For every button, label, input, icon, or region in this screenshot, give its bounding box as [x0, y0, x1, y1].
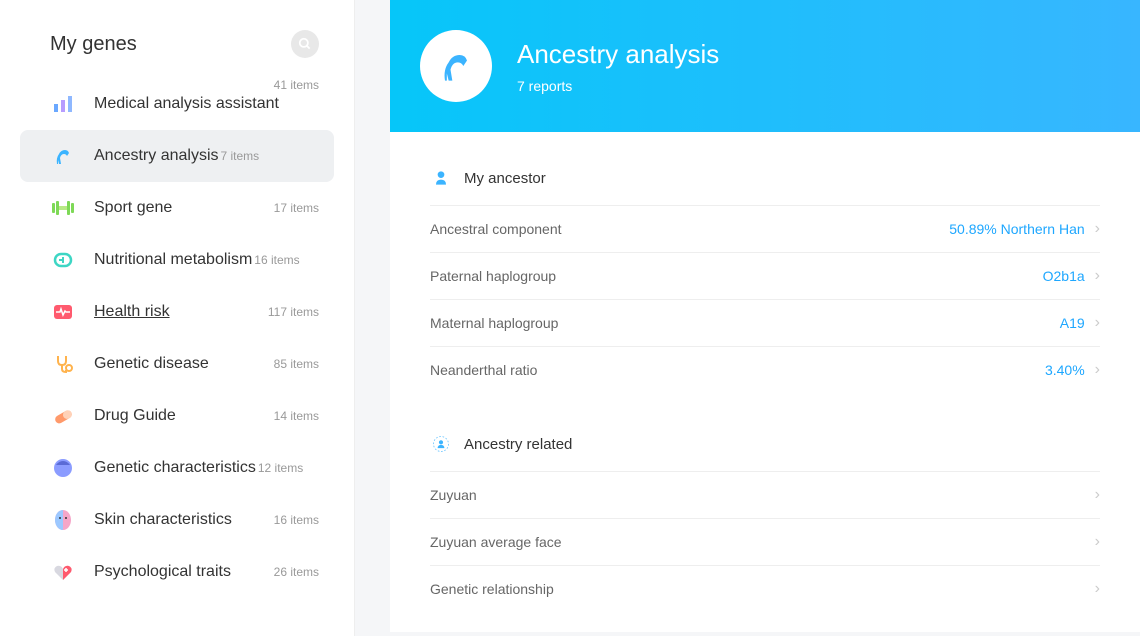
row-label: Neanderthal ratio — [430, 362, 537, 378]
chevron-right-icon: › — [1095, 361, 1100, 379]
row-value: O2b1a — [1043, 268, 1085, 284]
nav-count: 85 items — [274, 357, 319, 371]
chevron-right-icon: › — [1095, 486, 1100, 504]
content-panel: My ancestor Ancestral component 50.89% N… — [390, 132, 1140, 632]
nav-count: 12 items — [258, 461, 303, 475]
nav-label: Genetic characteristics — [94, 459, 256, 477]
row-ancestral-component[interactable]: Ancestral component 50.89% Northern Han … — [430, 205, 1100, 252]
row-label: Ancestral component — [430, 221, 562, 237]
nav-list: Medical analysis assistant 41 items Ance… — [0, 78, 354, 598]
row-maternal-haplogroup[interactable]: Maternal haplogroup A19 › — [430, 299, 1100, 346]
nav-count: 117 items — [268, 305, 319, 319]
section-title: My ancestor — [464, 170, 546, 187]
heart-plus-icon — [50, 559, 76, 585]
stomach-icon — [50, 247, 76, 273]
search-button[interactable] — [291, 30, 319, 58]
ape-icon — [434, 44, 478, 88]
nav-label: Sport gene — [94, 199, 172, 217]
nav-label: Medical analysis assistant — [94, 95, 279, 113]
row-value: A19 — [1060, 315, 1085, 331]
row-zuyuan[interactable]: Zuyuan › — [430, 471, 1100, 518]
bar-chart-icon — [50, 91, 76, 117]
related-icon — [430, 433, 452, 455]
sidebar-title: My genes — [50, 33, 137, 56]
chevron-right-icon: › — [1095, 533, 1100, 551]
row-label: Zuyuan average face — [430, 534, 562, 550]
chevron-right-icon: › — [1095, 314, 1100, 332]
nav-label: Ancestry analysis — [94, 147, 219, 165]
nav-count: 17 items — [274, 201, 319, 215]
sidebar-item-ancestry[interactable]: Ancestry analysis 7 items — [20, 130, 334, 182]
nav-label: Health risk — [94, 303, 170, 321]
chevron-right-icon: › — [1095, 267, 1100, 285]
sidebar-item-genetic-char[interactable]: Genetic characteristics 12 items — [20, 442, 334, 494]
sidebar-item-psych[interactable]: Psychological traits 26 items — [20, 546, 334, 598]
sidebar-item-genetic-disease[interactable]: Genetic disease 85 items — [20, 338, 334, 390]
dumbbell-icon — [50, 195, 76, 221]
hero-subtitle: 7 reports — [517, 78, 719, 94]
head-icon — [50, 455, 76, 481]
section-header-ancestor: My ancestor — [430, 167, 1100, 189]
pill-icon — [50, 403, 76, 429]
nav-count: 16 items — [254, 253, 299, 267]
sidebar-header: My genes — [0, 30, 354, 78]
sidebar-item-nutrition[interactable]: Nutritional metabolism 16 items — [20, 234, 334, 286]
stethoscope-icon — [50, 351, 76, 377]
hero-avatar — [420, 30, 492, 102]
search-icon — [298, 37, 312, 51]
row-label: Genetic relationship — [430, 581, 554, 597]
nav-count: 26 items — [274, 565, 319, 579]
sidebar-item-drug-guide[interactable]: Drug Guide 14 items — [20, 390, 334, 442]
nav-count: 16 items — [274, 513, 319, 527]
nav-label: Skin characteristics — [94, 511, 232, 529]
nav-count: 41 items — [274, 78, 319, 92]
heartbeat-icon — [50, 299, 76, 325]
sidebar-item-medical[interactable]: Medical analysis assistant 41 items — [20, 78, 334, 130]
section-title: Ancestry related — [464, 436, 572, 453]
nav-label: Nutritional metabolism — [94, 251, 252, 269]
nav-label: Drug Guide — [94, 407, 176, 425]
row-neanderthal-ratio[interactable]: Neanderthal ratio 3.40% › — [430, 346, 1100, 393]
chevron-right-icon: › — [1095, 220, 1100, 238]
sidebar-item-health-risk[interactable]: Health risk 117 items — [20, 286, 334, 338]
nav-label: Genetic disease — [94, 355, 209, 373]
ancestor-icon — [430, 167, 452, 189]
main: Ancestry analysis 7 reports My ancestor … — [355, 0, 1140, 636]
sidebar-item-sport[interactable]: Sport gene 17 items — [20, 182, 334, 234]
chevron-right-icon: › — [1095, 580, 1100, 598]
hero-title: Ancestry analysis — [517, 39, 719, 70]
nav-count: 14 items — [274, 409, 319, 423]
face-mask-icon — [50, 507, 76, 533]
row-label: Zuyuan — [430, 487, 477, 503]
hero: Ancestry analysis 7 reports — [390, 0, 1140, 132]
sidebar: My genes Medical analysis assistant 41 i… — [0, 0, 355, 636]
nav-label: Psychological traits — [94, 563, 231, 581]
sidebar-item-skin[interactable]: Skin characteristics 16 items — [20, 494, 334, 546]
ape-icon — [50, 143, 76, 169]
row-value: 3.40% — [1045, 362, 1085, 378]
row-genetic-relationship[interactable]: Genetic relationship › — [430, 565, 1100, 612]
nav-count: 7 items — [221, 149, 260, 163]
row-paternal-haplogroup[interactable]: Paternal haplogroup O2b1a › — [430, 252, 1100, 299]
row-zuyuan-avg-face[interactable]: Zuyuan average face › — [430, 518, 1100, 565]
row-label: Maternal haplogroup — [430, 315, 558, 331]
row-value: 50.89% Northern Han — [949, 221, 1084, 237]
row-label: Paternal haplogroup — [430, 268, 556, 284]
section-header-related: Ancestry related — [430, 433, 1100, 455]
hero-text: Ancestry analysis 7 reports — [517, 39, 719, 94]
